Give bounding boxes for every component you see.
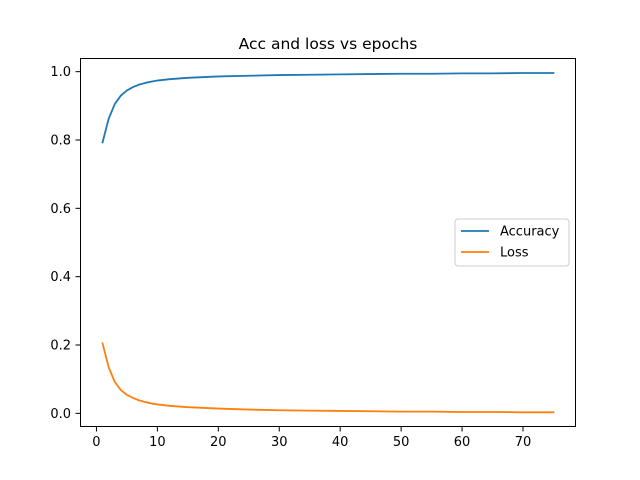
- x-tick-label: 30: [271, 435, 288, 450]
- x-tick-label: 0: [92, 435, 100, 450]
- x-axis: 0 10 20 30 40 50 60 70: [92, 427, 531, 450]
- y-tick-label: 0.4: [50, 270, 71, 285]
- y-tick-label: 0.6: [50, 202, 71, 217]
- plot-frame: [80, 58, 576, 427]
- chart-title: Acc and loss vs epochs: [239, 35, 418, 53]
- y-tick-label: 0.2: [50, 339, 71, 354]
- legend-label-loss: Loss: [500, 246, 529, 261]
- series-line-loss: [101, 342, 555, 414]
- series-layer: [101, 72, 555, 414]
- x-tick-label: 60: [454, 435, 471, 450]
- series-line-accuracy: [101, 72, 555, 144]
- x-tick-label: 20: [210, 435, 227, 450]
- x-tick-label: 40: [332, 435, 349, 450]
- legend-label-accuracy: Accuracy: [500, 225, 560, 240]
- x-tick-label: 50: [393, 435, 410, 450]
- y-tick-label: 0.8: [50, 134, 71, 149]
- x-tick-label: 10: [149, 435, 166, 450]
- x-tick-label: 70: [515, 435, 532, 450]
- y-axis: 0.0 0.2 0.4 0.6 0.8 1.0: [50, 65, 80, 422]
- y-tick-label: 1.0: [50, 65, 71, 80]
- y-tick-label: 0.0: [50, 407, 71, 422]
- legend: Accuracy Loss: [454, 218, 570, 267]
